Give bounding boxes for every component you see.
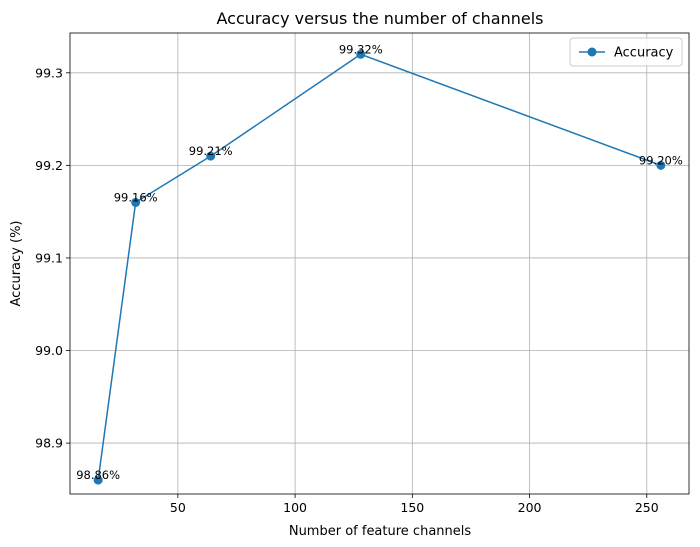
data-series: 98.86% 99.16% 99.21% 99.32% 99.20% [76,42,683,485]
y-tick-label: 98.9 [35,436,63,451]
x-tick-label: 100 [283,500,307,515]
data-point-label: 99.32% [339,42,383,56]
data-point-label: 99.16% [114,190,158,204]
x-tick-label: 150 [400,500,424,515]
x-axis-label: Number of feature channels [289,524,472,539]
legend: Accuracy [569,37,683,67]
data-point-label: 98.86% [76,468,120,482]
data-point-marker [656,160,666,170]
data-point-marker [356,49,366,59]
x-tick-label: 250 [635,500,659,515]
y-tick-label: 99.1 [35,250,63,265]
grid-lines [70,33,689,494]
y-tick-label: 99.3 [35,65,63,80]
data-point-label: 99.21% [189,144,233,158]
legend-box [569,37,683,67]
y-tick-label: 99.0 [35,343,63,358]
data-point-marker [131,197,141,207]
data-point-marker [93,475,103,485]
legend-marker-sample [587,47,597,57]
x-tick-label: 200 [518,500,542,515]
y-axis-label: Accuracy (%) [9,221,24,307]
data-point-marker [206,151,216,161]
data-point-label: 99.20% [639,153,683,167]
accuracy-series-line [97,53,662,481]
chart-title: Accuracy versus the number of channels [217,9,544,28]
axis-ticks: 50 100 150 200 250 98.9 99.0 99.1 99.2 99.3 [35,65,659,515]
y-tick-label: 99.2 [35,158,63,173]
legend-label: Accuracy [614,46,674,61]
plot-frame [69,32,690,495]
x-tick-label: 50 [170,500,186,515]
